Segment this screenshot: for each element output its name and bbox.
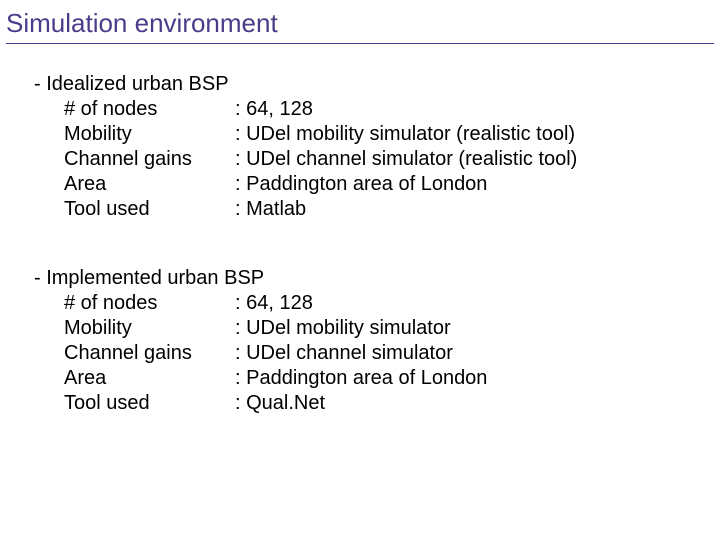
- row-value: : UDel channel simulator: [235, 341, 714, 366]
- row-value: : UDel channel simulator (realistic tool…: [235, 147, 714, 172]
- row-label: Area: [64, 366, 229, 391]
- row-label: Area: [64, 172, 229, 197]
- row-label: Mobility: [64, 316, 229, 341]
- row-label: # of nodes: [64, 97, 229, 122]
- row-label: Mobility: [64, 122, 229, 147]
- row-label: Channel gains: [64, 341, 229, 366]
- section-idealized: - Idealized urban BSP # of nodes : 64, 1…: [34, 72, 714, 222]
- row-value: : UDel mobility simulator: [235, 316, 714, 341]
- section-header: - Idealized urban BSP: [34, 72, 714, 97]
- slide: Simulation environment - Idealized urban…: [0, 0, 720, 540]
- row-value: : 64, 128: [235, 291, 714, 316]
- row-value: : UDel mobility simulator (realistic too…: [235, 122, 714, 147]
- row-value: : Matlab: [235, 197, 714, 222]
- row-label: Tool used: [64, 391, 229, 416]
- section-rows: # of nodes : 64, 128 Mobility : UDel mob…: [64, 97, 714, 222]
- row-label: Channel gains: [64, 147, 229, 172]
- section-header: - Implemented urban BSP: [34, 266, 714, 291]
- row-value: : 64, 128: [235, 97, 714, 122]
- row-label: Tool used: [64, 197, 229, 222]
- row-value: : Paddington area of London: [235, 172, 714, 197]
- row-label: # of nodes: [64, 291, 229, 316]
- row-value: : Qual.Net: [235, 391, 714, 416]
- row-value: : Paddington area of London: [235, 366, 714, 391]
- section-implemented: - Implemented urban BSP # of nodes : 64,…: [34, 266, 714, 416]
- section-rows: # of nodes : 64, 128 Mobility : UDel mob…: [64, 291, 714, 416]
- slide-title: Simulation environment: [6, 8, 714, 44]
